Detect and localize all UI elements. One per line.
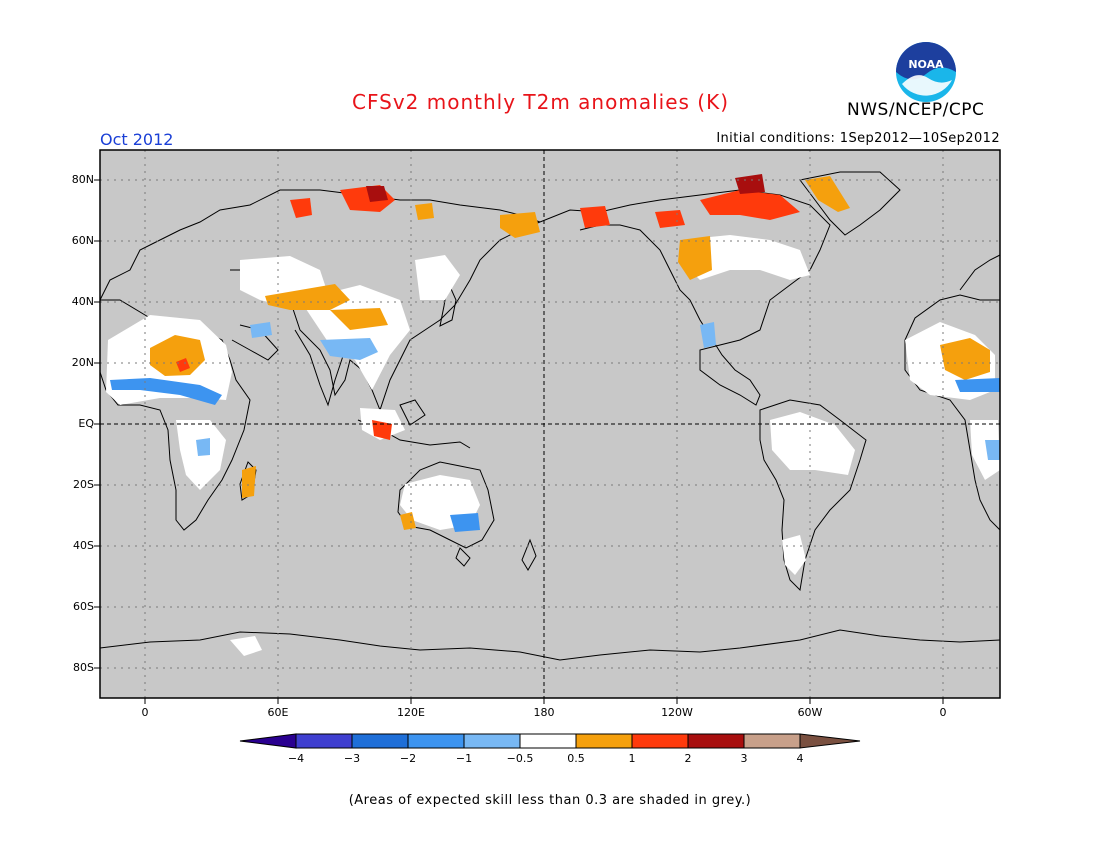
lon-tick-label: 0 — [141, 706, 149, 719]
colorbar-tick-label: 0.5 — [567, 752, 585, 765]
initial-conditions: Initial conditions: 1Sep2012—10Sep2012 — [716, 131, 1000, 146]
lon-tick-label: 60E — [267, 706, 289, 719]
lat-tick-label: EQ — [78, 417, 94, 430]
colorbar-tick-label: −3 — [343, 752, 361, 765]
cool-anomaly-regions — [110, 322, 1000, 532]
lat-tick-label: 20S — [73, 478, 94, 491]
lat-tick-label: 20N — [71, 356, 94, 369]
lat-tick-label: 40S — [73, 539, 94, 552]
agency-label: NWS/NCEP/CPC — [847, 100, 985, 120]
coastlines — [99, 171, 1001, 661]
colorbar-tick-label: 3 — [740, 752, 748, 765]
colorbar — [239, 733, 861, 749]
colorbar-tick-label: −0.5 — [506, 752, 534, 765]
skill-note: (Areas of expected skill less than 0.3 a… — [348, 793, 752, 808]
colorbar-arrow-left — [239, 733, 297, 749]
lat-tick-label: 80N — [71, 173, 94, 186]
lon-tick-label: 0 — [939, 706, 947, 719]
chart-title: CFSv2 monthly T2m anomalies (K) — [352, 90, 729, 114]
colorbar-tick-label: −4 — [287, 752, 305, 765]
forecast-month: Oct 2012 — [100, 130, 174, 149]
lat-tick-label: 40N — [71, 295, 94, 308]
tick-marks — [94, 179, 944, 704]
lon-tick-label: 180 — [533, 706, 555, 719]
reference-lines — [100, 150, 1000, 698]
colorbar-tick-label: 2 — [684, 752, 692, 765]
lat-tick-label: 60S — [73, 600, 94, 613]
lat-tick-label: 60N — [71, 234, 94, 247]
svg-text:NOAA: NOAA — [908, 58, 944, 71]
colorbar-tick-label: −1 — [455, 752, 473, 765]
lon-tick-label: 60W — [797, 706, 823, 719]
colorbar-tick-label: 1 — [628, 752, 636, 765]
lon-tick-label: 120E — [397, 706, 425, 719]
colorbar-arrow-right — [799, 733, 861, 749]
colorbar-tick-label: −2 — [399, 752, 417, 765]
lon-tick-label: 120W — [661, 706, 693, 719]
warm-anomaly-regions — [150, 174, 990, 530]
lat-tick-label: 80S — [73, 661, 94, 674]
noaa-logo: NOAA — [896, 42, 956, 102]
colorbar-tick-label: 4 — [796, 752, 804, 765]
